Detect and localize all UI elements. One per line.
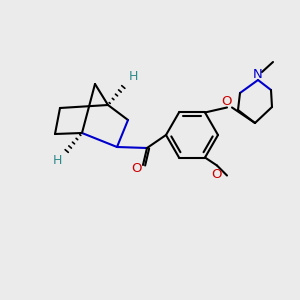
Text: O: O xyxy=(131,161,141,175)
Text: H: H xyxy=(128,70,138,83)
Text: N: N xyxy=(253,68,263,82)
Text: H: H xyxy=(52,154,62,167)
Text: O: O xyxy=(212,168,222,181)
Text: O: O xyxy=(222,95,232,108)
